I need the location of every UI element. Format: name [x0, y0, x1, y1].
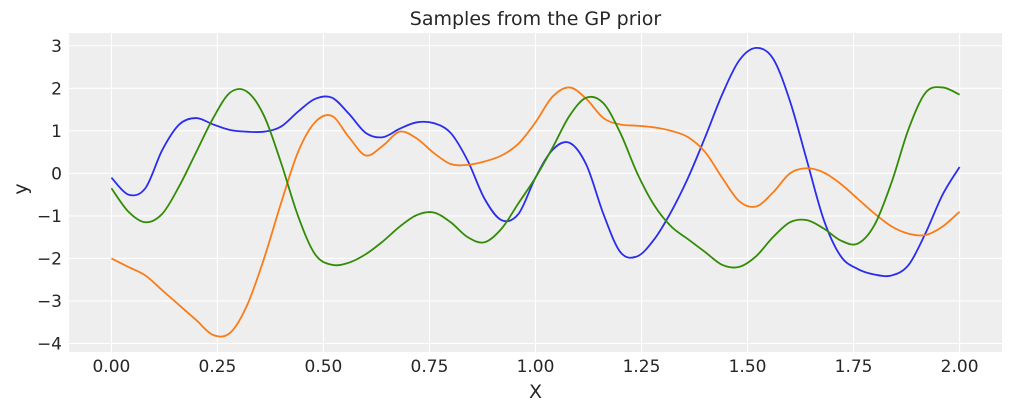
series-line-2 [111, 86, 961, 338]
x-tick-label: 0.75 [411, 357, 449, 377]
series-layer [110, 46, 961, 338]
x-axis-label: X [529, 381, 542, 403]
x-tick-label: 1.50 [729, 357, 767, 377]
x-tick-label: 1.75 [835, 357, 873, 377]
series-line-3 [110, 86, 960, 269]
y-tick-label: −4 [37, 334, 62, 354]
x-tick-label: 0.25 [199, 357, 237, 377]
grid [69, 33, 1002, 352]
y-tick-label: 3 [51, 37, 62, 57]
y-tick-label: 2 [51, 79, 62, 99]
x-tick-labels: 0.00 0.25 0.50 0.75 1.00 1.25 1.50 1.75 2.00 [92, 357, 978, 377]
y-tick-label: −2 [37, 249, 62, 269]
x-tick-label: 1.25 [623, 357, 661, 377]
x-tick-label: 1.00 [517, 357, 555, 377]
y-tick-label: 1 [51, 122, 62, 142]
x-tick-label: 0.00 [92, 357, 130, 377]
y-tick-labels: 3 2 1 0 −1 −2 −3 −4 [37, 37, 62, 355]
y-tick-label: −1 [37, 207, 62, 227]
y-tick-label: 0 [51, 164, 62, 184]
x-tick-label: 0.50 [305, 357, 343, 377]
y-axis-label: y [10, 183, 32, 194]
x-tick-label: 2.00 [941, 357, 979, 377]
y-tick-label: −3 [37, 292, 62, 312]
chart-title: Samples from the GP prior [410, 8, 662, 30]
